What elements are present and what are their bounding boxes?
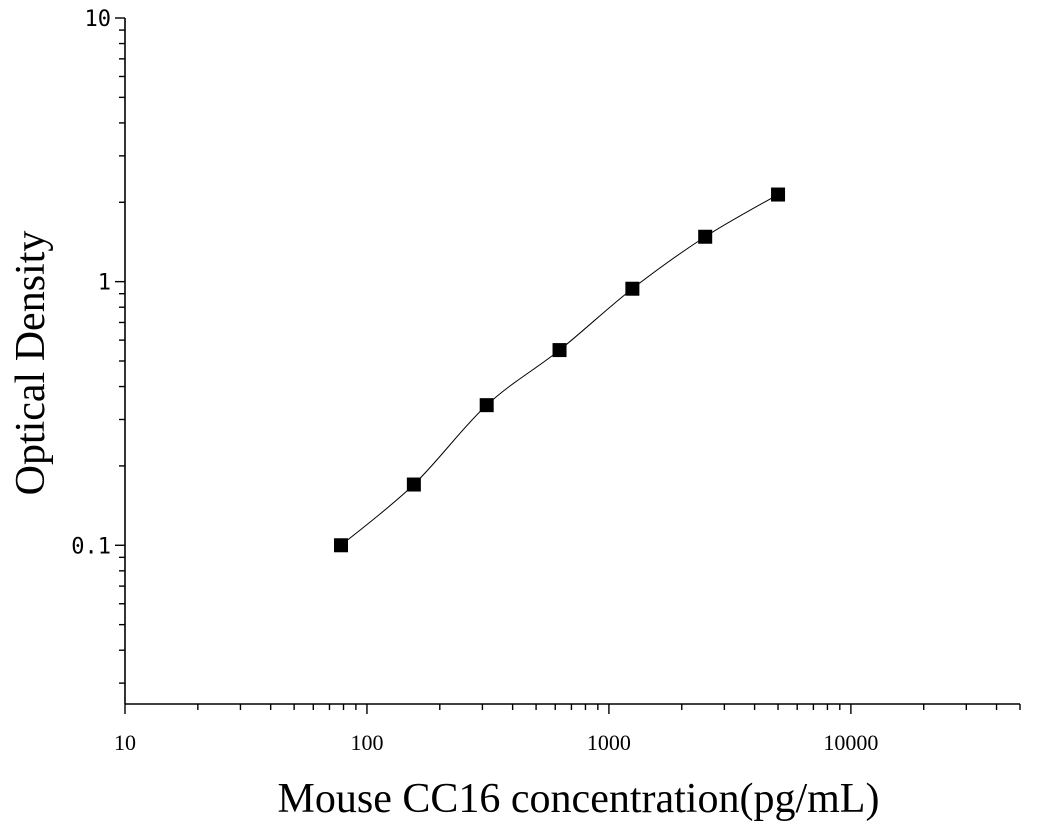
x-axis-title: Mouse CC16 concentration(pg/mL) <box>278 776 880 822</box>
data-point-square <box>479 398 494 413</box>
y-tick-labels: 0.1 1 10 <box>71 7 111 559</box>
x-tick-label: 100 <box>350 730 383 755</box>
major-ticks <box>115 17 852 714</box>
x-tick-labels: 10 100 1000 10000 <box>114 730 878 755</box>
data-point-square <box>552 343 567 358</box>
data-point-square <box>625 281 640 296</box>
data-point-square <box>406 477 421 492</box>
fit-curve-line <box>340 194 779 546</box>
y-tick-label: 1 <box>98 271 111 296</box>
x-tick-label: 10000 <box>823 730 878 755</box>
minor-ticks <box>119 29 1021 710</box>
y-axis-title: Optical Density <box>8 231 54 496</box>
data-point-square <box>771 187 786 202</box>
y-tick-label: 0.1 <box>71 534 111 559</box>
x-tick-label: 1000 <box>587 730 631 755</box>
data-point-square <box>698 229 713 244</box>
data-point-square <box>334 538 349 553</box>
y-tick-label: 10 <box>85 7 112 32</box>
x-tick-label: 10 <box>114 730 136 755</box>
data-markers <box>334 187 786 553</box>
